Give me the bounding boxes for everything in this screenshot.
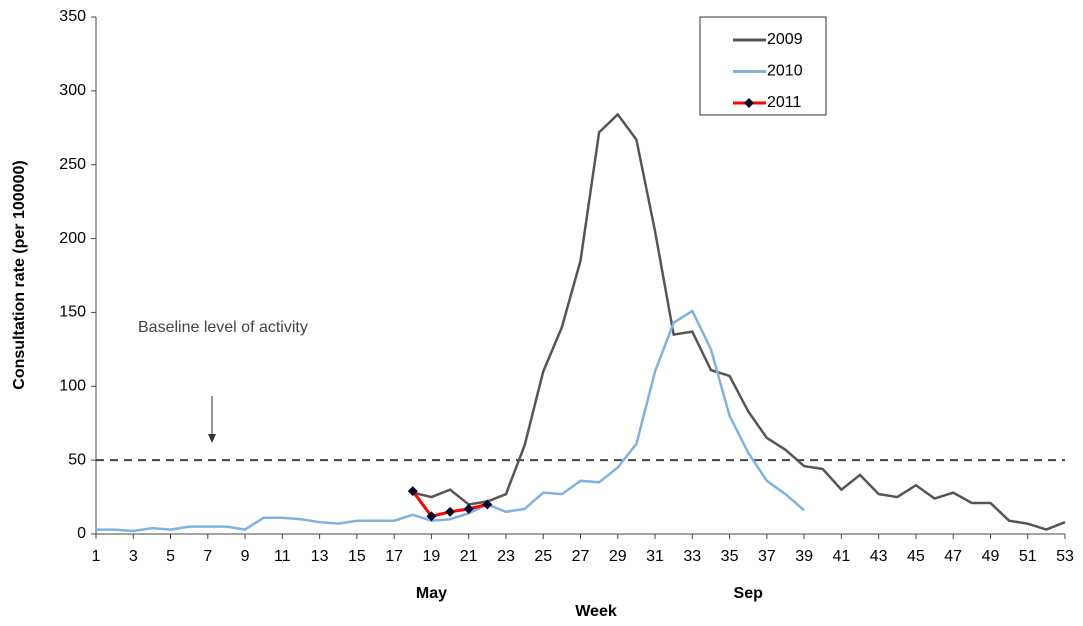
x-tick-label: 13 [311, 548, 329, 565]
series-line [412, 112, 1066, 531]
x-tick-label: 51 [1019, 548, 1037, 565]
x-tick-label: 25 [534, 548, 552, 565]
y-tick-label: 50 [68, 451, 86, 468]
x-tick-label: 11 [274, 548, 291, 565]
marker [407, 486, 418, 497]
y-tick-label: 100 [59, 378, 86, 395]
x-tick-label: 33 [683, 548, 701, 565]
arrow-head [208, 434, 216, 443]
x-tick-label: 5 [166, 548, 175, 565]
x-tick-label: 43 [870, 548, 888, 565]
x-tick-label: 7 [203, 548, 212, 565]
x-axis-label: Week [575, 603, 617, 620]
legend-box [699, 16, 827, 116]
legend-label: 2009 [767, 31, 803, 48]
x-tick-label: 9 [241, 548, 250, 565]
x-tick-label: 53 [1056, 548, 1074, 565]
legend-marker [744, 98, 754, 108]
x-tick-label: 27 [572, 548, 590, 565]
y-tick-label: 200 [59, 230, 86, 247]
legend-label: 2011 [767, 94, 802, 111]
month-label: Sep [734, 585, 764, 602]
y-axis-label: Consultation rate (per 100000) [11, 160, 28, 389]
month-label: May [416, 585, 447, 602]
y-tick-label: 350 [59, 8, 86, 25]
x-tick-label: 1 [92, 548, 101, 565]
x-tick-label: 41 [832, 548, 850, 565]
x-tick-label: 17 [385, 548, 403, 565]
x-tick-label: 45 [907, 548, 925, 565]
x-tick-label: 49 [982, 548, 1000, 565]
marker [445, 506, 456, 517]
x-tick-label: 29 [609, 548, 627, 565]
x-tick-label: 35 [721, 548, 739, 565]
x-tick-label: 37 [758, 548, 776, 565]
baseline-label: Baseline level of activity [138, 319, 308, 336]
y-tick-label: 250 [59, 156, 86, 173]
x-tick-label: 23 [497, 548, 515, 565]
x-tick-label: 19 [423, 548, 441, 565]
x-tick-label: 47 [944, 548, 962, 565]
x-tick-label: 3 [129, 548, 138, 565]
marker [482, 499, 493, 510]
series-line [96, 309, 805, 533]
x-tick-label: 15 [348, 548, 366, 565]
x-tick-label: 31 [646, 548, 664, 565]
y-tick-label: 150 [59, 304, 86, 321]
x-tick-label: 39 [795, 548, 813, 565]
legend-label: 2010 [767, 63, 803, 80]
x-tick-label: 21 [460, 548, 478, 565]
marker [426, 511, 437, 522]
y-tick-label: 0 [77, 525, 86, 542]
marker [463, 503, 474, 514]
y-tick-label: 300 [59, 82, 86, 99]
